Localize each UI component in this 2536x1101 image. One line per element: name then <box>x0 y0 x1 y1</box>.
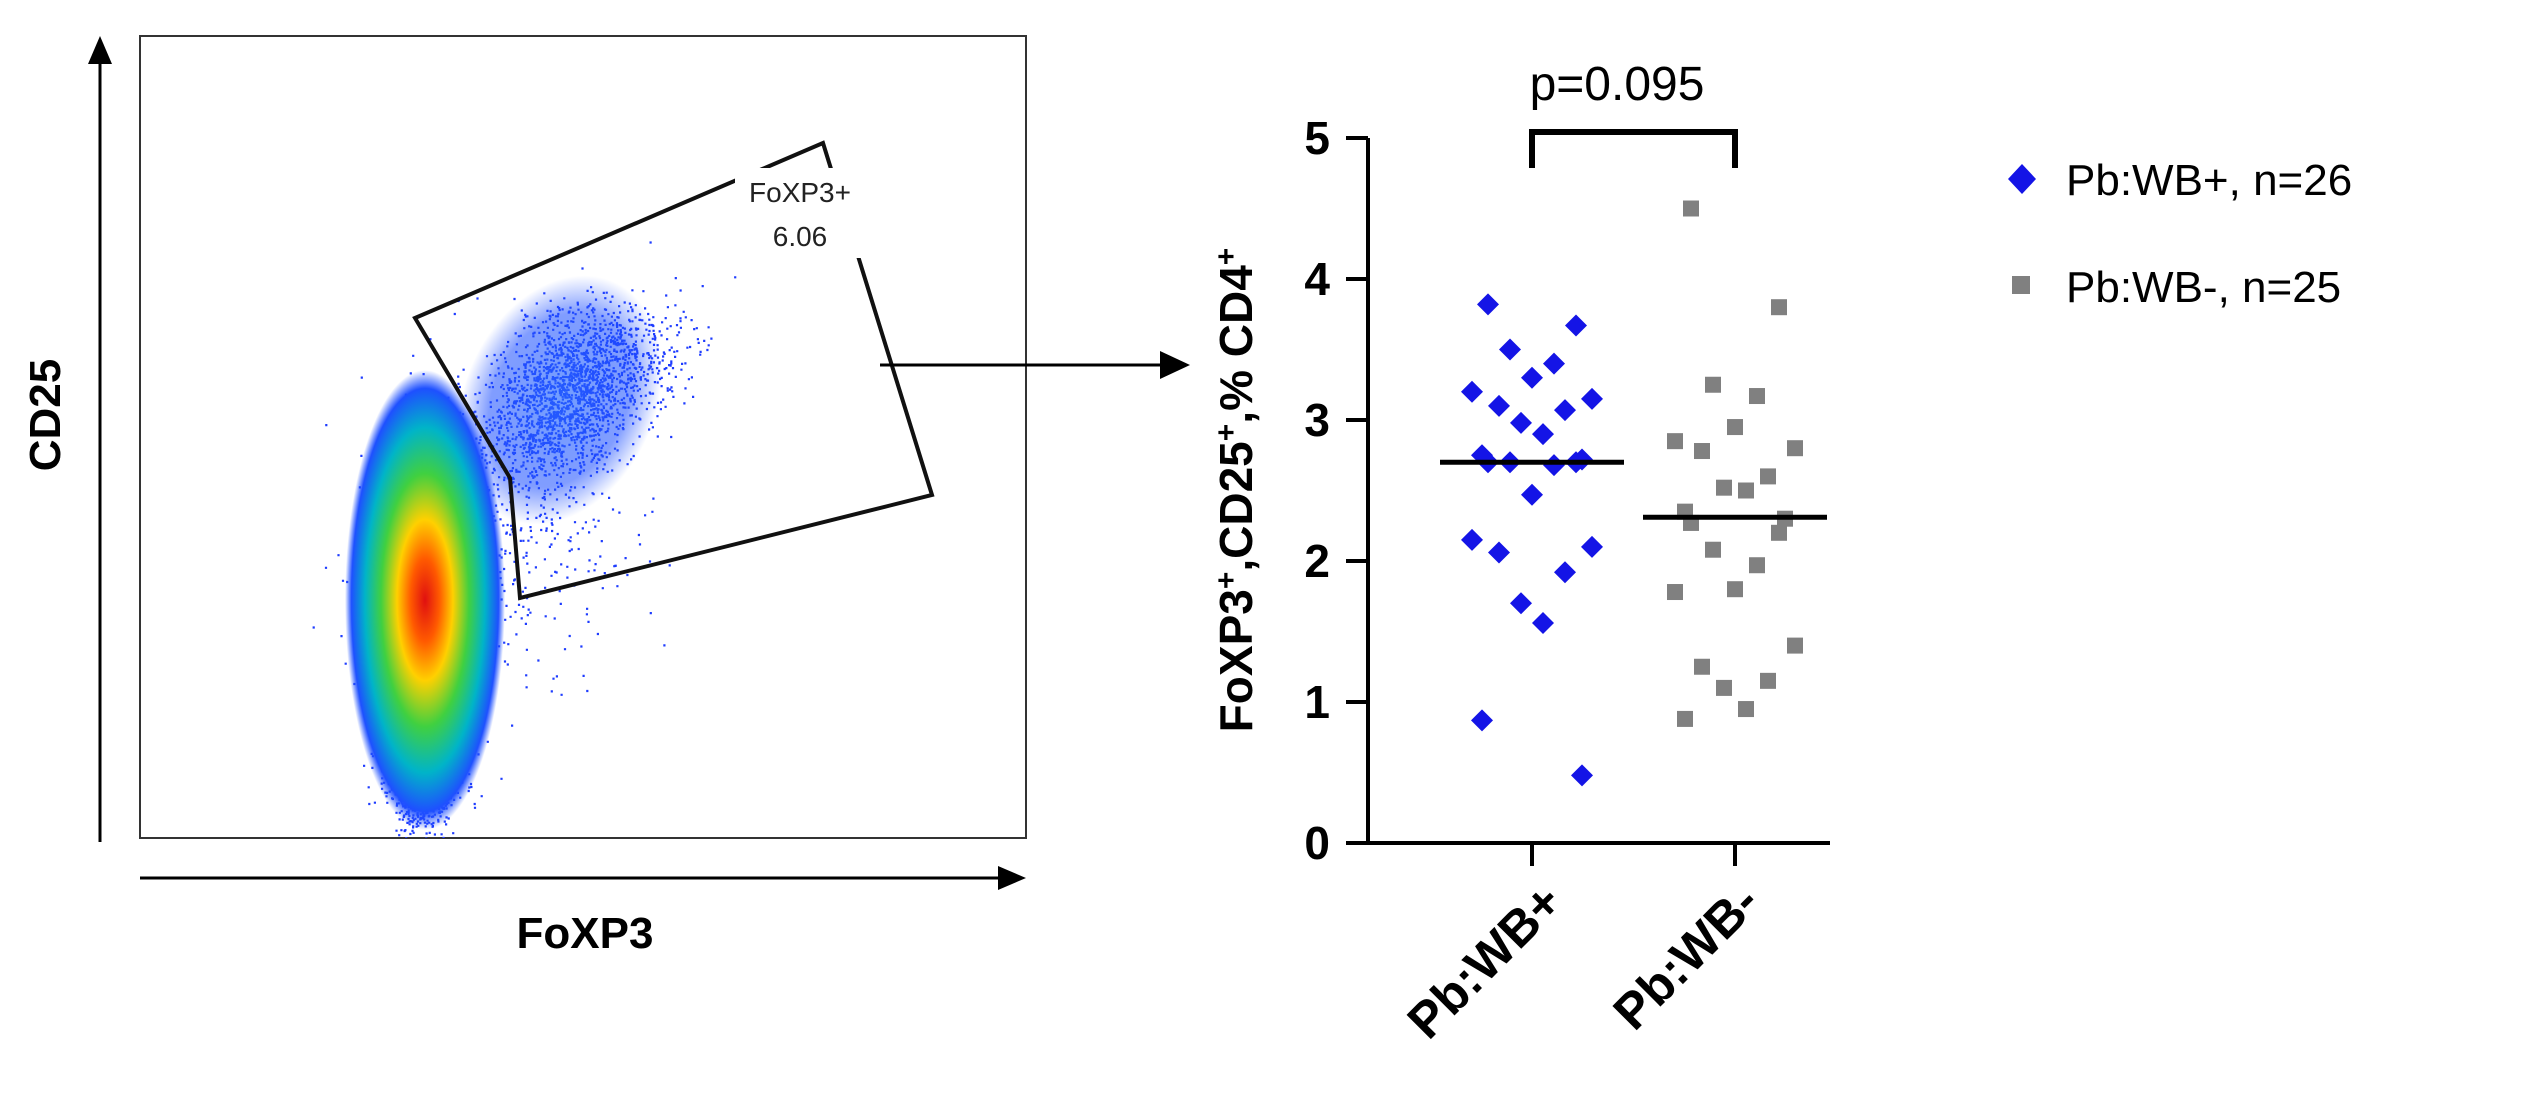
legend-marker-pbwb-plus <box>2008 164 2036 194</box>
y-tick-label: 4 <box>1304 253 1330 305</box>
data-point-pbwb-plus <box>1510 411 1532 434</box>
data-point-pbwb-plus <box>1510 592 1532 615</box>
flow-density-core <box>345 370 505 830</box>
y-tick-label: 1 <box>1304 676 1330 728</box>
data-point-pbwb-minus <box>1667 584 1683 601</box>
data-points <box>1461 200 1803 787</box>
data-point-pbwb-minus <box>1727 581 1743 598</box>
data-point-pbwb-plus <box>1581 387 1603 410</box>
category-label-pbwb-minus: Pb:WB- <box>1603 873 1770 1040</box>
flow-event-dots <box>312 241 737 838</box>
data-point-pbwb-plus <box>1554 561 1576 584</box>
gate-label-bg <box>735 168 865 258</box>
data-point-pbwb-minus <box>1716 479 1732 496</box>
data-point-pbwb-plus <box>1488 541 1510 564</box>
y-title-part-2: ,CD25 <box>1210 441 1262 571</box>
data-point-pbwb-minus <box>1760 672 1776 689</box>
data-point-pbwb-minus <box>1738 482 1754 499</box>
data-point-pbwb-plus <box>1488 394 1510 417</box>
p-value-label: p=0.095 <box>1530 58 1705 111</box>
median-lines <box>1440 459 1827 520</box>
y-ticks: 0 1 2 3 4 5 <box>1304 112 1368 869</box>
gate-value: 6.06 <box>773 221 828 252</box>
data-point-pbwb-plus <box>1571 764 1593 787</box>
data-point-pbwb-minus <box>1749 388 1765 405</box>
y-title-part-1: FoXP3 <box>1210 589 1262 732</box>
legend-label-pbwb-minus: Pb:WB-, n=25 <box>2066 263 2341 312</box>
data-point-pbwb-minus <box>1716 679 1732 696</box>
legend: Pb:WB+, n=26 Pb:WB-, n=25 <box>2008 156 2352 312</box>
y-title-sup-1: + <box>1210 572 1243 590</box>
y-title-sup-2: + <box>1210 424 1243 442</box>
data-point-pbwb-plus <box>1461 380 1483 403</box>
legend-marker-pbwb-minus <box>2012 276 2030 294</box>
data-point-pbwb-plus <box>1471 709 1493 732</box>
data-point-pbwb-minus <box>1705 541 1721 558</box>
data-point-pbwb-plus <box>1543 352 1565 375</box>
y-tick-label: 5 <box>1304 112 1330 164</box>
data-point-pbwb-minus <box>1787 637 1803 654</box>
data-point-pbwb-minus <box>1667 433 1683 450</box>
flow-events <box>312 241 737 838</box>
y-tick-label: 3 <box>1304 394 1330 446</box>
data-point-pbwb-minus <box>1677 710 1693 727</box>
data-point-pbwb-plus <box>1532 423 1554 446</box>
data-point-pbwb-plus <box>1521 483 1543 506</box>
data-point-pbwb-minus <box>1738 701 1754 718</box>
data-point-pbwb-plus <box>1565 314 1587 337</box>
flow-density-blue-lobe <box>457 275 663 525</box>
y-tick-label: 2 <box>1304 535 1330 587</box>
data-point-pbwb-minus <box>1694 658 1710 675</box>
data-point-pbwb-minus <box>1694 443 1710 460</box>
gate-name: FoXP3+ <box>749 177 851 208</box>
flow-y-axis-label: CD25 <box>21 359 70 472</box>
data-point-pbwb-plus <box>1499 338 1521 361</box>
data-point-pbwb-plus <box>1461 528 1483 551</box>
x-ticks <box>1530 843 1737 866</box>
data-point-pbwb-minus <box>1771 299 1787 316</box>
data-point-pbwb-minus <box>1749 557 1765 574</box>
data-point-pbwb-minus <box>1683 200 1699 217</box>
data-point-pbwb-minus <box>1760 468 1776 485</box>
y-title-sup-3: + <box>1210 248 1243 266</box>
y-title-part-3: ,% CD4 <box>1210 265 1262 424</box>
data-point-pbwb-minus <box>1727 419 1743 436</box>
data-point-pbwb-minus <box>1705 376 1721 393</box>
flow-density-cloud <box>312 241 737 838</box>
flow-x-axis-label: FoXP3 <box>517 909 654 958</box>
data-point-pbwb-minus <box>1787 440 1803 457</box>
data-point-pbwb-plus <box>1477 293 1499 316</box>
significance-bracket <box>1529 129 1738 168</box>
data-point-pbwb-plus <box>1532 612 1554 635</box>
data-point-pbwb-minus <box>1771 524 1787 541</box>
data-point-pbwb-plus <box>1554 399 1576 422</box>
data-point-pbwb-plus <box>1581 535 1603 558</box>
category-label-pbwb-plus: Pb:WB+ <box>1397 873 1573 1049</box>
gate-to-chart-arrow <box>880 351 1190 379</box>
data-point-pbwb-plus <box>1521 366 1543 389</box>
flow-y-arrowhead <box>88 36 112 64</box>
y-tick-label: 0 <box>1304 817 1330 869</box>
data-point-pbwb-plus <box>1543 454 1565 477</box>
y-axis-title: FoXP3+,CD25+,% CD4+ <box>1210 248 1263 733</box>
flow-plot: FoXP3+ 6.06 CD25 FoXP3 <box>21 35 1027 958</box>
legend-label-pbwb-plus: Pb:WB+, n=26 <box>2066 156 2352 205</box>
flow-x-arrowhead <box>998 866 1026 890</box>
